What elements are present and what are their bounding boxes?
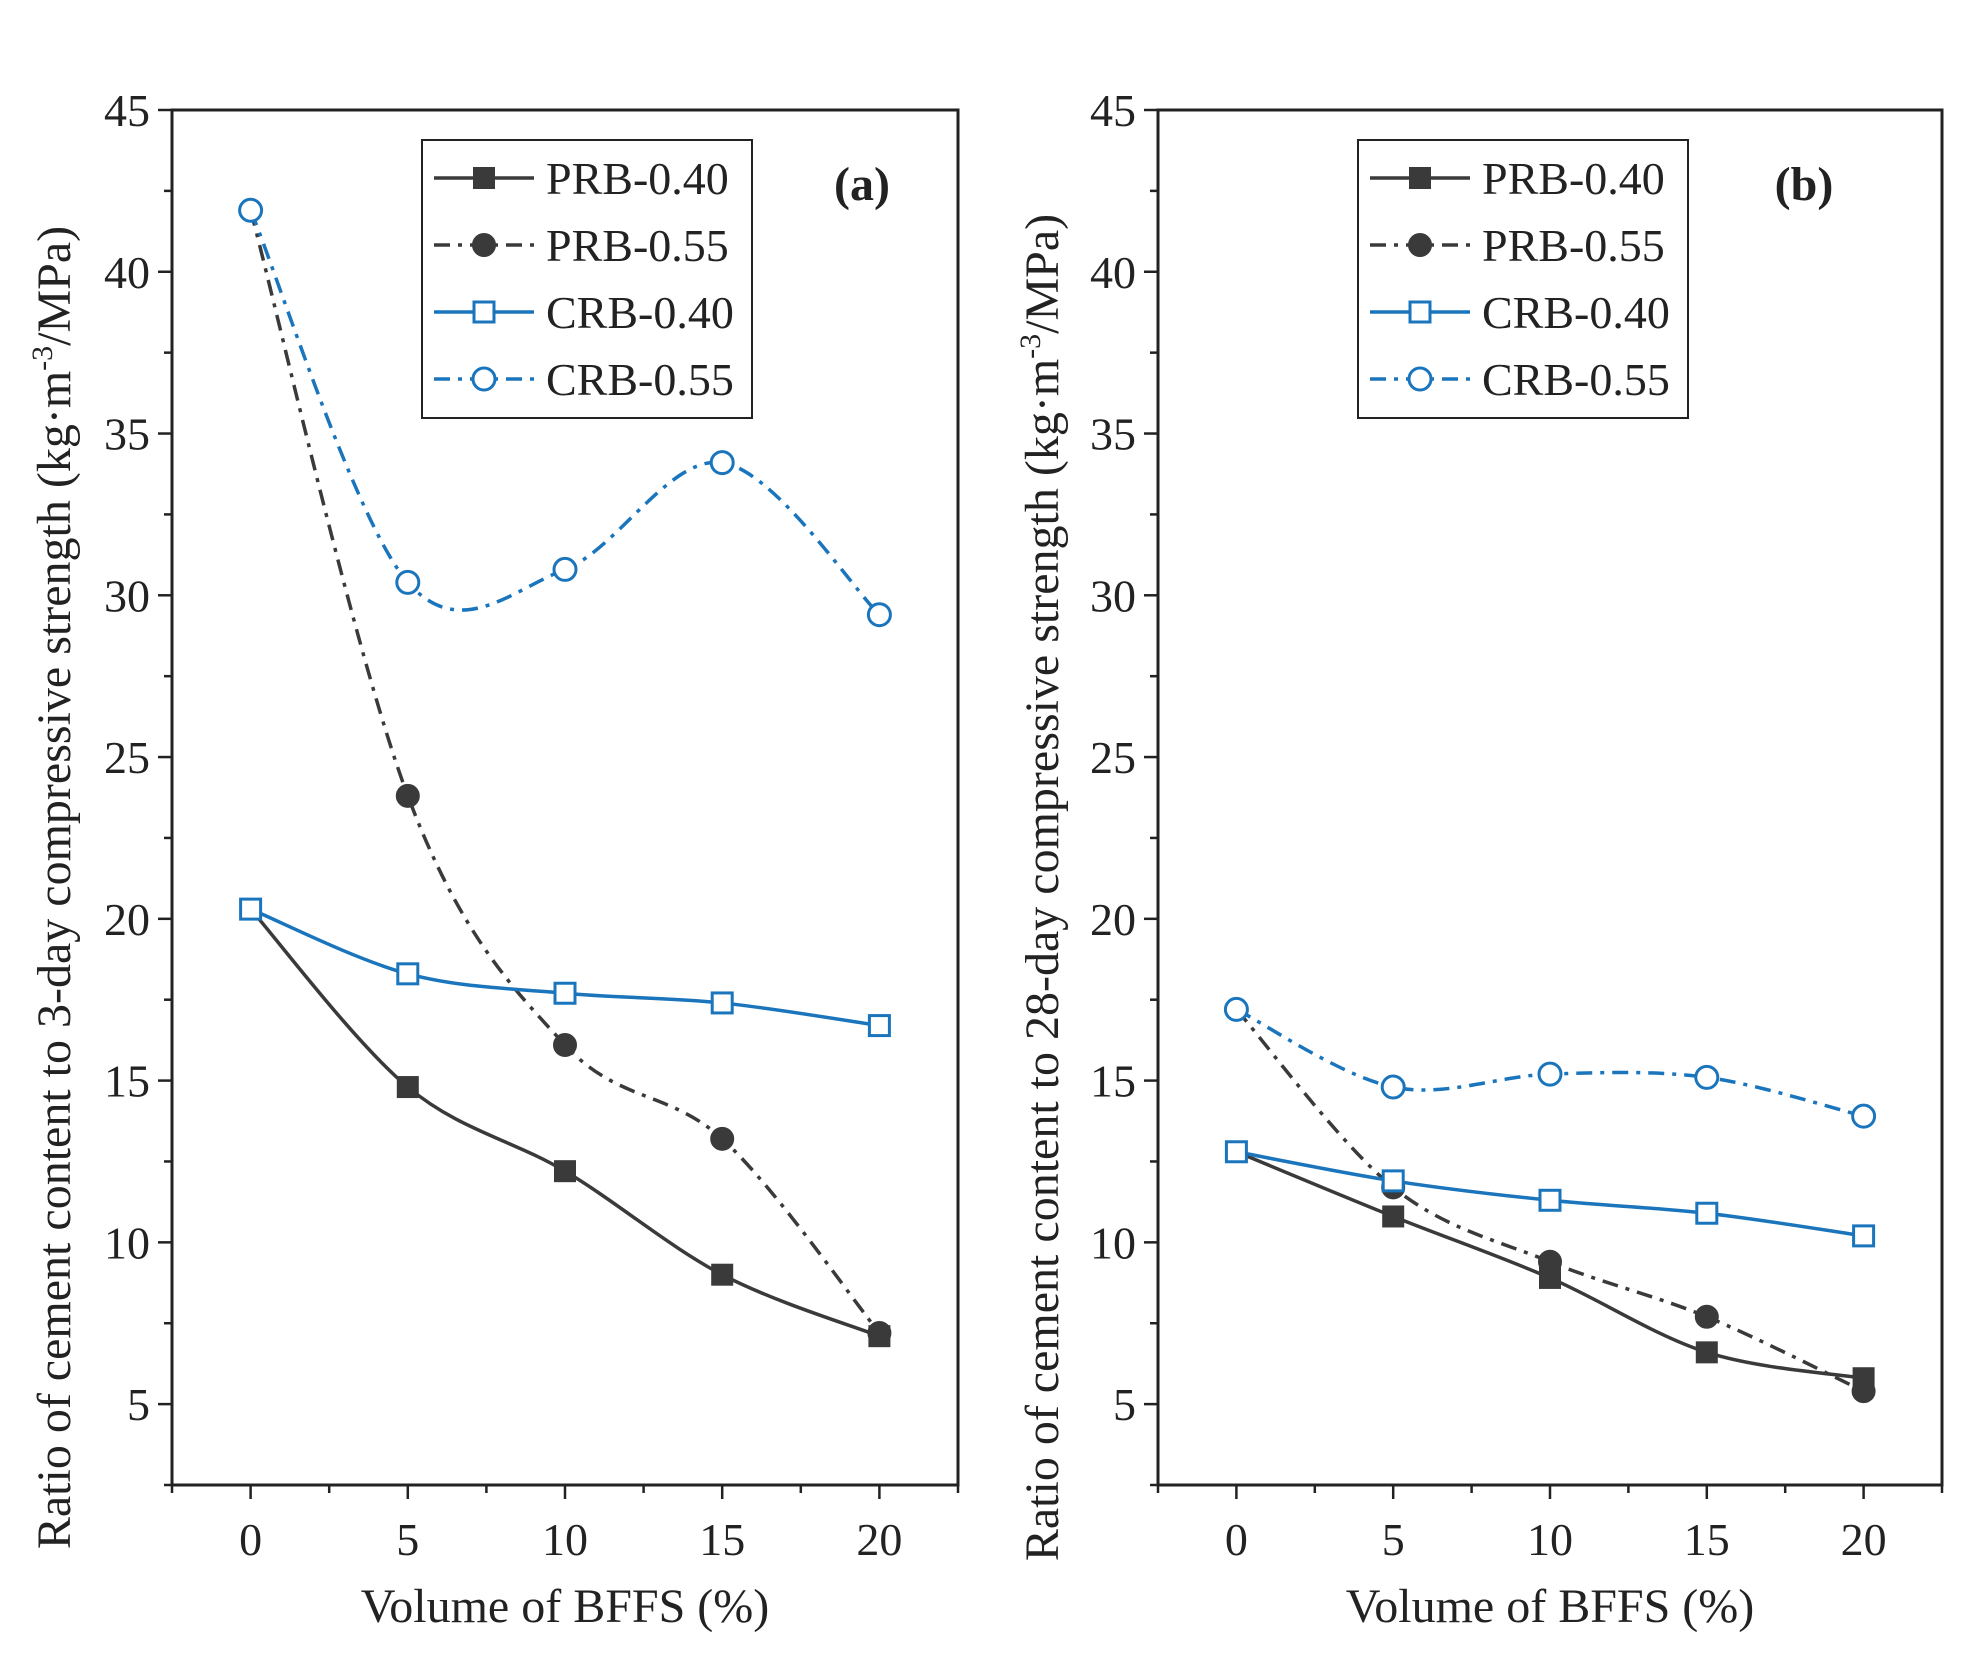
panel-label: (a) bbox=[834, 158, 890, 211]
data-point-CRB-0.55 bbox=[866, 602, 892, 628]
data-point-CRB-0.55 bbox=[1537, 1061, 1563, 1087]
y-tick-label: 10 bbox=[1090, 1217, 1136, 1268]
y-tick-label: 5 bbox=[1113, 1379, 1136, 1430]
data-point-CRB-0.40 bbox=[1852, 1224, 1876, 1248]
y-tick-label: 30 bbox=[1090, 570, 1136, 621]
series-line-PRB-0.55 bbox=[248, 209, 881, 1335]
legend-label: PRB-0.40 bbox=[1482, 153, 1665, 204]
y-axis-title: Ratio of cement content to 3-day compres… bbox=[26, 226, 81, 1549]
y-tick-label: 15 bbox=[1090, 1056, 1136, 1107]
y-tick-label: 20 bbox=[1090, 894, 1136, 945]
panel-b: 0 5 10 15 20 5 10 15 20 25 30 35 40 45 Volume of BFFS … bbox=[1014, 85, 1944, 1633]
y-tick-label: 40 bbox=[1090, 247, 1136, 298]
data-point-PRB-0.40 bbox=[1382, 1205, 1405, 1228]
data-point-PRB-0.55 bbox=[395, 783, 420, 808]
legend-label: CRB-0.55 bbox=[546, 354, 734, 405]
x-tick-label: 5 bbox=[396, 1514, 419, 1565]
y-tick-label: 30 bbox=[104, 570, 150, 621]
data-point-CRB-0.55 bbox=[1851, 1103, 1877, 1129]
x-axis-title: Volume of BFFS (%) bbox=[1346, 1580, 1755, 1633]
data-point-PRB-0.40 bbox=[711, 1263, 734, 1286]
y-tick-label: 45 bbox=[1090, 85, 1136, 136]
y-tick-label: 35 bbox=[104, 409, 150, 460]
data-point-CRB-0.40 bbox=[1695, 1201, 1719, 1225]
y-tick-label: 25 bbox=[104, 732, 150, 783]
x-tick-label: 10 bbox=[1527, 1514, 1573, 1565]
x-tick-label: 15 bbox=[699, 1514, 745, 1565]
y-tick-label: 40 bbox=[104, 247, 150, 298]
data-point-PRB-0.55 bbox=[553, 1033, 577, 1057]
data-point-CRB-0.40 bbox=[553, 981, 577, 1005]
data-point-PRB-0.55 bbox=[1694, 1304, 1719, 1329]
y-tick-label: 35 bbox=[1090, 409, 1136, 460]
data-point-CRB-0.55 bbox=[1380, 1074, 1406, 1100]
y-tick-label: 25 bbox=[1090, 732, 1136, 783]
data-point-CRB-0.55 bbox=[1694, 1064, 1720, 1090]
x-tick-label: 20 bbox=[856, 1514, 902, 1565]
y-tick-label: 20 bbox=[104, 894, 150, 945]
series-line-PRB-0.40 bbox=[249, 907, 881, 1338]
panel-label: (b) bbox=[1775, 158, 1834, 211]
legend-marker-CRB-0.40 bbox=[472, 300, 496, 324]
legend: PRB-0.40 PRB-0.55 CRB-0.40 CRB-0.55 bbox=[1357, 139, 1689, 419]
y-axis-title-superscript: -3 bbox=[1014, 334, 1047, 359]
data-point-CRB-0.40 bbox=[867, 1014, 891, 1038]
data-point-PRB-0.55 bbox=[1538, 1249, 1562, 1274]
x-tick-label: 0 bbox=[239, 1514, 262, 1565]
data-point-PRB-0.40 bbox=[554, 1160, 576, 1183]
x-tick-label: 15 bbox=[1684, 1514, 1730, 1565]
series-line-CRB-0.55 bbox=[248, 209, 881, 616]
legend-label: CRB-0.55 bbox=[1482, 354, 1670, 405]
legend-label: PRB-0.55 bbox=[546, 220, 729, 271]
data-point-PRB-0.55 bbox=[710, 1126, 735, 1151]
legend-marker-PRB-0.40 bbox=[1409, 167, 1431, 189]
series-line-CRB-0.40 bbox=[249, 907, 880, 1028]
legend-marker-CRB-0.55 bbox=[471, 366, 497, 392]
legend-marker-CRB-0.55 bbox=[1407, 366, 1433, 392]
data-point-PRB-0.40 bbox=[1695, 1341, 1718, 1364]
x-tick-label: 20 bbox=[1841, 1514, 1887, 1565]
data-point-CRB-0.55 bbox=[1223, 996, 1249, 1022]
data-point-CRB-0.40 bbox=[396, 962, 420, 986]
legend-label: PRB-0.40 bbox=[546, 153, 729, 204]
data-point-PRB-0.55 bbox=[1851, 1379, 1876, 1404]
legend-marker-PRB-0.55 bbox=[1408, 233, 1432, 257]
data-point-CRB-0.55 bbox=[552, 556, 578, 582]
legend-label: PRB-0.55 bbox=[1482, 220, 1665, 271]
y-axis-title-suffix: /MPa) bbox=[28, 226, 81, 346]
data-point-CRB-0.40 bbox=[1538, 1188, 1562, 1212]
legend-marker-PRB-0.55 bbox=[472, 233, 496, 257]
panel-a: 0 5 10 15 20 5 10 15 20 25 30 35 40 45 Volume of BFFS … bbox=[26, 85, 960, 1633]
y-axis-title-prefix: Ratio of cement content to 28-day compre… bbox=[1016, 359, 1069, 1561]
x-tick-label: 5 bbox=[1382, 1514, 1405, 1565]
y-tick-label: 45 bbox=[104, 85, 150, 136]
legend-marker-PRB-0.40 bbox=[473, 167, 495, 189]
data-point-CRB-0.55 bbox=[238, 197, 264, 223]
y-tick-label: 15 bbox=[104, 1056, 150, 1107]
x-tick-label: 10 bbox=[542, 1514, 588, 1565]
data-point-CRB-0.55 bbox=[395, 569, 421, 595]
x-axis-title: Volume of BFFS (%) bbox=[361, 1580, 770, 1633]
y-tick-label: 10 bbox=[104, 1217, 150, 1268]
y-axis-title-prefix: Ratio of cement content to 3-day compres… bbox=[28, 371, 81, 1549]
legend-label: CRB-0.40 bbox=[1482, 287, 1670, 338]
data-point-CRB-0.55 bbox=[709, 450, 735, 476]
x-tick-label: 0 bbox=[1225, 1514, 1248, 1565]
data-point-PRB-0.40 bbox=[396, 1076, 419, 1099]
data-point-PRB-0.55 bbox=[867, 1320, 892, 1345]
y-axis-title-suffix: /MPa) bbox=[1016, 214, 1069, 334]
data-point-CRB-0.40 bbox=[1224, 1140, 1248, 1164]
data-point-CRB-0.40 bbox=[1381, 1169, 1405, 1193]
data-point-CRB-0.40 bbox=[710, 991, 734, 1015]
legend-marker-CRB-0.40 bbox=[1408, 300, 1432, 324]
y-tick-label: 5 bbox=[127, 1379, 150, 1430]
data-point-CRB-0.40 bbox=[239, 897, 263, 921]
legend: PRB-0.40 PRB-0.55 CRB-0.40 CRB-0.55 bbox=[421, 139, 753, 419]
y-axis-title-superscript: -3 bbox=[26, 346, 59, 371]
legend-label: CRB-0.40 bbox=[546, 287, 734, 338]
y-axis-title: Ratio of cement content to 28-day compre… bbox=[1014, 214, 1069, 1561]
